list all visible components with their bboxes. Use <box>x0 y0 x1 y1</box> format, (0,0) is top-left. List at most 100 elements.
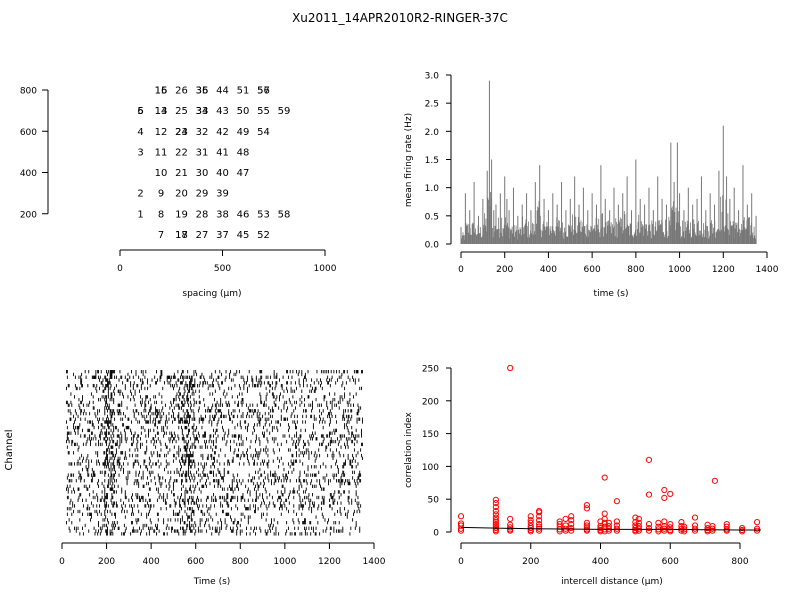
correlation-point <box>667 526 674 534</box>
electrode-label: 16 <box>155 86 168 97</box>
correlation-point <box>753 527 761 534</box>
x-tick-label: 1400 <box>363 557 386 567</box>
electrode-label: 28 <box>196 209 209 220</box>
correlation-point <box>667 490 674 498</box>
x-axis-label: intercell distance (µm) <box>561 577 663 587</box>
correlation-point <box>661 525 668 532</box>
electrode-label: 53 <box>257 209 270 220</box>
correlation-point <box>661 486 668 494</box>
electrode-label: 49 <box>237 127 250 138</box>
electrode-label: 58 <box>278 209 291 220</box>
correlation-point <box>527 526 534 534</box>
electrode-label: 18 <box>175 230 188 241</box>
correlation-point <box>605 519 612 526</box>
x-axis: 0 200 400 600 800 1000 1200 1400 <box>59 542 386 567</box>
electrode-label: 36 <box>196 86 209 97</box>
correlation-points <box>457 364 761 535</box>
correlation-panel: 0 200 400 600 800 0 50 100 150 200 250 intercell … <box>404 364 761 587</box>
correlation-point <box>613 525 620 532</box>
x-tick-label: 800 <box>627 265 644 275</box>
electrode-label: 57 <box>257 86 270 97</box>
x-tick-label: 600 <box>662 557 679 567</box>
correlation-point <box>667 524 674 531</box>
correlation-point <box>632 519 639 526</box>
correlation-point <box>691 525 699 532</box>
electrode-label: 56 <box>257 86 270 97</box>
x-tick-label: 1000 <box>273 557 296 567</box>
electrode-label: 15 <box>155 86 168 97</box>
correlation-point <box>613 498 620 505</box>
correlation-point <box>613 518 620 525</box>
electrode-label: 23 <box>175 127 188 138</box>
correlation-point <box>753 525 761 532</box>
y-tick-label: 400 <box>20 169 37 179</box>
correlation-point <box>601 474 608 481</box>
electrode-label: 43 <box>216 106 229 117</box>
x-tick-label: 0 <box>117 264 123 274</box>
correlation-point <box>492 526 499 534</box>
electrode-layout-panel: 1234567891011121314151617181920212223242… <box>20 86 337 300</box>
correlation-point <box>583 505 590 512</box>
correlation-point <box>527 519 534 526</box>
x-tick-label: 400 <box>143 557 160 567</box>
firing-rate-bars <box>460 80 757 244</box>
correlation-point <box>527 517 534 524</box>
correlation-point <box>709 522 716 530</box>
electrode-label: 40 <box>216 168 229 179</box>
correlation-point <box>556 518 563 525</box>
electrode-label: 38 <box>216 209 229 220</box>
correlation-point <box>597 522 604 530</box>
x-tick-label: 1200 <box>712 265 735 275</box>
correlation-point <box>492 519 499 526</box>
y-tick-label: 0.0 <box>425 241 440 251</box>
x-axis: 0 500 1000 <box>117 249 337 274</box>
electrode-label: 1 <box>137 209 143 220</box>
x-tick-label: 1400 <box>756 265 779 275</box>
correlation-point <box>507 515 514 522</box>
correlation-point <box>655 519 662 526</box>
electrode-label: 19 <box>175 209 188 220</box>
electrode-label: 6 <box>137 106 143 117</box>
electrode-label: 5 <box>137 106 143 117</box>
correlation-point <box>492 517 499 524</box>
correlation-point <box>492 503 499 511</box>
electrode-label: 2 <box>137 189 143 200</box>
x-axis-label: time (s) <box>594 289 629 299</box>
correlation-point <box>492 507 499 515</box>
electrode-label: 37 <box>216 230 229 241</box>
x-tick-label: 600 <box>187 557 204 567</box>
electrode-label: 30 <box>196 168 209 179</box>
correlation-point <box>605 527 612 534</box>
correlation-point <box>568 521 575 528</box>
y-axis: 200 400 600 800 <box>20 87 49 220</box>
electrode-label: 39 <box>216 189 229 200</box>
correlation-point <box>507 524 514 531</box>
correlation-point <box>661 518 668 525</box>
correlation-point <box>492 511 499 518</box>
y-tick-label: 600 <box>20 128 37 138</box>
x-tick-label: 400 <box>540 265 557 275</box>
correlation-point <box>704 521 711 528</box>
electrode-label: 47 <box>237 168 250 179</box>
correlation-point <box>457 522 465 529</box>
x-tick-label: 1000 <box>314 264 337 274</box>
x-tick-label: 500 <box>214 264 231 274</box>
electrode-label: 25 <box>175 106 188 117</box>
correlation-point <box>457 513 465 520</box>
x-axis-label: Time (s) <box>193 577 231 587</box>
y-tick-label: 0 <box>433 529 439 539</box>
correlation-point <box>507 364 514 372</box>
electrode-label: 55 <box>257 106 270 117</box>
correlation-point <box>536 517 543 524</box>
electrode-label: 24 <box>175 127 188 138</box>
y-tick-label: 0.5 <box>425 212 439 222</box>
electrode-label: 4 <box>137 127 143 138</box>
correlation-point <box>613 522 620 529</box>
electrode-label: 33 <box>196 106 209 117</box>
correlation-point <box>562 522 569 529</box>
electrode-label: 22 <box>175 147 188 158</box>
correlation-point <box>597 526 604 534</box>
correlation-point <box>492 522 499 530</box>
electrode-label: 12 <box>155 127 168 138</box>
